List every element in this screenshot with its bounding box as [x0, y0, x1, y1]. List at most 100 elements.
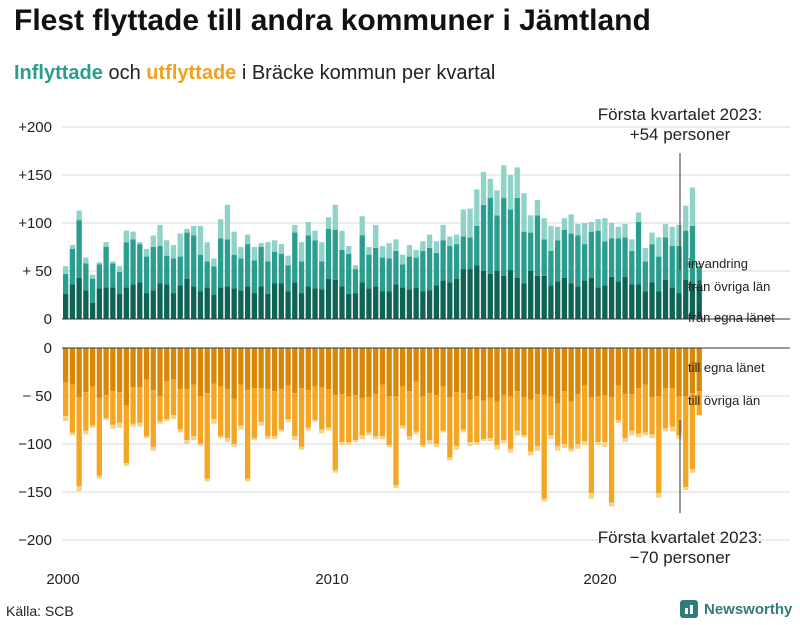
bar-out-1 [608, 396, 615, 503]
bar-in-1 [224, 239, 231, 287]
bar-out-2 [379, 436, 386, 440]
bar-out-1 [231, 398, 237, 444]
bar-out-0 [460, 348, 466, 394]
y-tick-label-top: +150 [18, 167, 52, 184]
bar-out-0 [258, 348, 264, 389]
bar-in-0 [143, 293, 150, 319]
bar-in-1 [534, 215, 541, 276]
bar-in-1 [305, 235, 311, 287]
bar-out-2 [204, 478, 210, 482]
bar-in-0 [204, 287, 210, 319]
y-tick-label-bottom: − 50 [22, 388, 52, 405]
bar-in-1 [170, 258, 177, 294]
bar-out-0 [413, 348, 419, 382]
bar-in-1 [265, 261, 271, 295]
bar-out-2 [211, 419, 217, 424]
bar-out-1 [123, 405, 129, 464]
series-label-bottom: till övriga län [688, 393, 760, 408]
bar-in-2 [271, 240, 278, 252]
bar-out-1 [332, 395, 338, 470]
bar-out-2 [352, 440, 359, 443]
outflow-bars [63, 348, 702, 507]
bar-out-0 [581, 348, 588, 386]
bar-in-0 [251, 293, 258, 319]
bar-out-0 [238, 348, 244, 385]
bar-in-0 [76, 277, 82, 319]
bar-out-1 [426, 393, 433, 441]
bar-out-2 [629, 430, 635, 436]
bar-out-1 [420, 396, 426, 445]
bar-in-2 [447, 236, 453, 247]
bar-in-2 [406, 245, 413, 257]
bar-out-0 [298, 348, 305, 389]
bar-in-0 [676, 293, 682, 319]
bar-in-1 [649, 244, 655, 283]
bar-out-2 [400, 425, 406, 429]
gridlines [62, 126, 790, 541]
bar-out-2 [494, 444, 500, 450]
inflow-bars [63, 165, 702, 319]
bar-out-0 [191, 348, 197, 385]
bar-in-1 [676, 246, 682, 294]
bar-in-2 [433, 241, 439, 253]
y-tick-labels: +200 +150 +100 + 50 0 0 − 50 −100 −150 −200 [18, 119, 52, 549]
bar-out-1 [669, 388, 675, 427]
bar-out-2 [622, 438, 628, 443]
bar-out-1 [271, 391, 278, 437]
bar-in-2 [76, 210, 82, 221]
bar-out-0 [595, 348, 601, 396]
bar-out-0 [359, 348, 365, 398]
bar-out-0 [103, 348, 109, 396]
newsworthy-logo[interactable]: Newsworthy [680, 600, 792, 618]
y-tick-label-bottom: −150 [18, 484, 52, 501]
bar-out-2 [528, 451, 534, 456]
bar-in-0 [555, 281, 561, 319]
bar-in-0 [696, 285, 702, 319]
bar-out-1 [339, 394, 345, 443]
bar-in-0 [447, 282, 453, 319]
bar-in-1 [359, 235, 365, 283]
bar-in-0 [669, 287, 675, 319]
bar-out-0 [352, 348, 359, 396]
bar-in-0 [244, 286, 251, 319]
bar-in-1 [89, 278, 96, 303]
bar-in-2 [164, 240, 170, 256]
bar-in-2 [528, 215, 534, 233]
bar-in-0 [339, 286, 345, 319]
bar-in-0 [386, 291, 392, 319]
bar-in-1 [116, 271, 123, 295]
bar-in-2 [157, 224, 163, 247]
bar-in-0 [541, 275, 547, 319]
bar-in-2 [420, 241, 426, 251]
bar-out-2 [689, 468, 696, 473]
bar-in-2 [595, 219, 601, 231]
bar-out-0 [608, 348, 615, 397]
bar-out-2 [63, 416, 69, 421]
bar-in-1 [218, 238, 224, 288]
bar-out-0 [649, 348, 655, 397]
bar-in-2 [238, 247, 244, 259]
bar-out-2 [487, 438, 493, 442]
bar-out-1 [63, 382, 69, 417]
bar-in-2 [548, 225, 554, 251]
bar-out-0 [588, 348, 595, 397]
bar-out-1 [352, 395, 359, 441]
bar-out-1 [325, 389, 332, 428]
bar-out-1 [211, 383, 217, 420]
bar-in-1 [339, 249, 345, 287]
bar-out-1 [150, 390, 156, 447]
bar-in-0 [548, 285, 554, 319]
bar-out-2 [521, 435, 527, 438]
bar-out-2 [373, 436, 379, 440]
bar-out-1 [433, 395, 439, 444]
bar-in-2 [393, 239, 399, 251]
bar-out-0 [96, 348, 102, 398]
bar-in-2 [197, 225, 204, 255]
bar-out-0 [312, 348, 318, 387]
bar-in-1 [400, 264, 406, 288]
bar-out-1 [615, 385, 621, 420]
bar-out-1 [507, 396, 514, 449]
bar-out-0 [305, 348, 311, 391]
bar-in-1 [379, 257, 386, 292]
bar-in-2 [359, 216, 365, 236]
